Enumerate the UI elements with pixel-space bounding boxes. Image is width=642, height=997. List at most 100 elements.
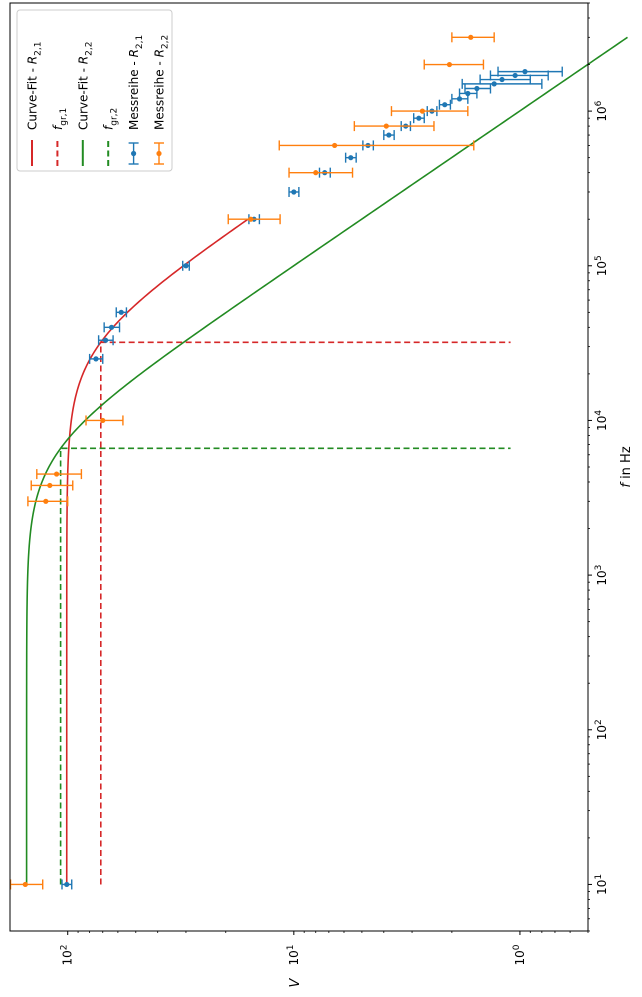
- cutoff-line-f-gr-2: [59, 447, 511, 885]
- data-point-messreihe-r-2-1-17: [465, 90, 471, 97]
- frequency-tick-label: 106: [594, 100, 609, 121]
- series-line-curve-fit-r-2-2: [25, 36, 628, 885]
- frequency-tick-label-base: 10: [595, 570, 609, 585]
- legend-label: Curve-Fit - R2,2: [76, 42, 94, 130]
- legend-label: Curve-Fit - R2,1: [26, 42, 44, 130]
- frequency-tick-label: 102: [594, 719, 609, 740]
- legend-label-symbol: R: [76, 56, 90, 64]
- data-point-messreihe-r-2-2-6: [313, 170, 319, 176]
- voltage-tick-label: 100: [512, 944, 527, 965]
- frequency-tick-label-base: 10: [595, 880, 609, 895]
- data-point-messreihe-r-2-1-18: [474, 85, 480, 92]
- data-point-messreihe-r-2-2-0: [22, 881, 28, 888]
- data-point-messreihe-r-2-1-15: [442, 102, 448, 108]
- data-point-messreihe-r-2-1-3: [108, 324, 115, 330]
- legend-label-text: Curve-Fit -: [26, 64, 40, 130]
- data-point-messreihe-r-2-2-7: [332, 142, 338, 149]
- plot-area: [9, 32, 628, 890]
- legend-label-subscript: 2,2: [161, 35, 171, 49]
- legend-swatch-marker: [131, 150, 137, 157]
- legend-item-3: fgr,2: [102, 108, 120, 166]
- frequency-axis-unit: in Hz: [619, 446, 634, 483]
- frequency-tick-label: 104: [594, 410, 609, 431]
- legend-label-subscript: gr,1: [59, 108, 69, 126]
- data-point-messreihe-r-2-1-4: [118, 309, 124, 315]
- voltage-tick-label-base: 10: [61, 950, 75, 965]
- voltage-tick-label: 102: [60, 944, 75, 965]
- frequency-tick-label-exponent: 1: [594, 874, 604, 880]
- legend-item-5: Messreihe - R2,2: [153, 35, 171, 165]
- legend-label-text: Curve-Fit -: [76, 64, 90, 130]
- legend-box: [16, 9, 173, 172]
- legend-label: fgr,2: [102, 108, 120, 130]
- cutoff-line-f-gr-1: [99, 341, 511, 885]
- voltage-tick-label-base: 10: [287, 950, 301, 965]
- legend-item-0: Curve-Fit - R2,1: [26, 42, 44, 166]
- legend-label-symbol: R: [26, 56, 40, 64]
- legend-label-subscript: 2,2: [84, 42, 94, 56]
- legend-label-text: Messreihe -: [153, 57, 167, 130]
- data-point-messreihe-r-2-1-20: [499, 76, 505, 83]
- voltage-tick-label-exponent: 2: [60, 944, 70, 950]
- legend-label-symbol: R: [153, 49, 167, 57]
- data-point-messreihe-r-2-1-11: [386, 132, 392, 138]
- frequency-tick-label-exponent: 2: [594, 719, 604, 725]
- frequency-tick-label-base: 10: [595, 725, 609, 740]
- legend-label-subscript: 2,1: [34, 42, 44, 56]
- legend-label-text: Messreihe -: [127, 57, 141, 130]
- legend-label-symbol: R: [127, 49, 141, 57]
- legend-item-2: Curve-Fit - R2,2: [76, 42, 94, 166]
- data-point-messreihe-r-2-1-13: [416, 115, 422, 121]
- data-point-messreihe-r-2-1-7: [291, 189, 297, 195]
- legend-label-symbol: f: [102, 124, 116, 130]
- data-point-messreihe-r-2-1-22: [522, 69, 528, 75]
- data-point-messreihe-r-2-2-4: [100, 417, 106, 424]
- frequency-tick-label: 105: [594, 255, 609, 276]
- data-point-messreihe-r-2-2-8: [383, 123, 389, 129]
- data-point-messreihe-r-2-2-3: [53, 471, 60, 477]
- data-point-messreihe-r-2-1-9: [348, 155, 354, 161]
- voltage-tick-label-exponent: 0: [512, 944, 522, 950]
- data-point-messreihe-r-2-2-10: [446, 61, 453, 68]
- legend-label: fgr,1: [51, 108, 69, 130]
- legend-label: Messreihe - R2,1: [127, 35, 145, 130]
- series-line-curve-fit-r-2-1: [65, 218, 249, 885]
- frequency-tick-label-base: 10: [595, 261, 609, 276]
- data-point-messreihe-r-2-1-2: [102, 337, 109, 343]
- frequency-tick-label: 101: [594, 874, 609, 895]
- legend-swatch-marker: [156, 150, 162, 157]
- legend-item-4: Messreihe - R2,1: [127, 35, 145, 165]
- frequency-axis-label: f in Hz: [619, 446, 634, 487]
- frequency-axis-symbol: f: [619, 481, 634, 488]
- frequency-tick-label-exponent: 4: [594, 410, 604, 416]
- frequency-tick-label-base: 10: [595, 106, 609, 121]
- voltage-tick-label-exponent: 1: [286, 944, 296, 950]
- data-point-messreihe-r-2-1-5: [183, 263, 189, 269]
- frequency-tick-label: 103: [594, 565, 609, 586]
- frequency-tick-label-base: 10: [595, 416, 609, 431]
- legend-label: Messreihe - R2,2: [153, 35, 171, 130]
- errorbar-series-messreihe-r-2-2: [9, 32, 495, 890]
- voltage-tick-label-base: 10: [513, 950, 527, 965]
- data-point-messreihe-r-2-2-5: [248, 216, 254, 222]
- data-point-messreihe-r-2-2-2: [47, 482, 53, 489]
- legend-label-subscript: gr,2: [110, 108, 120, 126]
- frequency-tick-label-exponent: 5: [594, 255, 604, 261]
- frequency-tick-label-exponent: 3: [594, 565, 604, 571]
- data-point-messreihe-r-2-1-21: [512, 72, 518, 79]
- voltage-tick-label: 101: [286, 944, 301, 965]
- errorbar-series-messreihe-r-2-1: [61, 66, 563, 890]
- legend-item-1: fgr,1: [51, 108, 69, 166]
- data-point-messreihe-r-2-1-19: [491, 81, 497, 87]
- data-point-messreihe-r-2-2-11: [468, 34, 474, 40]
- data-point-messreihe-r-2-1-1: [93, 356, 99, 362]
- legend-label-subscript: 2,1: [135, 35, 145, 49]
- data-point-messreihe-r-2-2-9: [419, 108, 426, 114]
- data-point-messreihe-r-2-1-0: [64, 881, 70, 888]
- legend-label-symbol: f: [51, 124, 65, 130]
- data-point-messreihe-r-2-2-1: [43, 498, 49, 504]
